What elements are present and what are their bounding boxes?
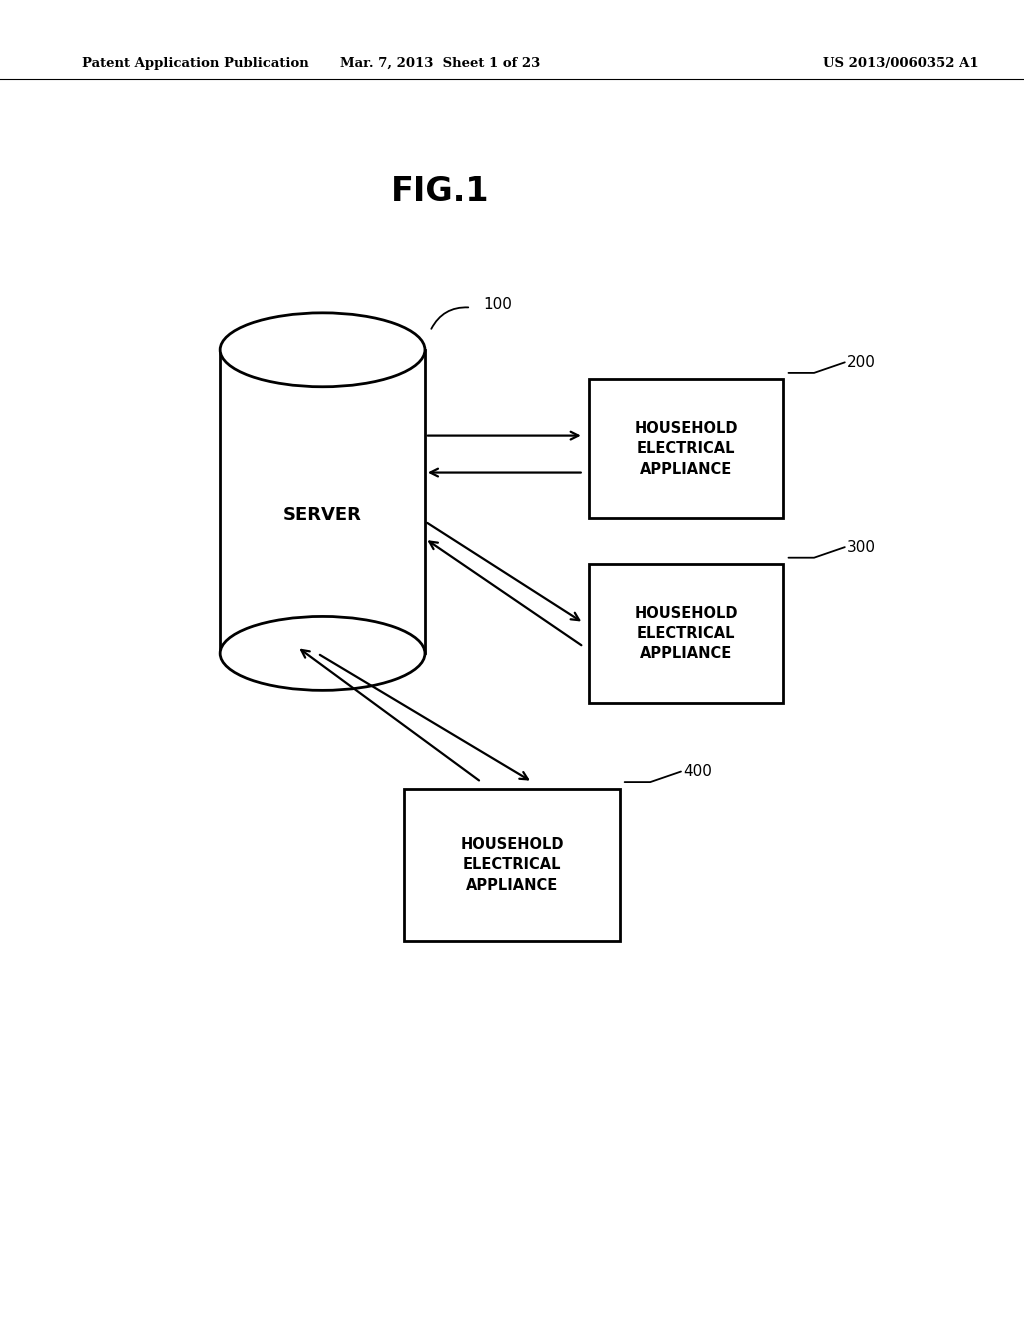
- Bar: [404, 789, 620, 940]
- Text: Patent Application Publication: Patent Application Publication: [82, 57, 308, 70]
- Bar: [589, 565, 783, 702]
- Text: HOUSEHOLD
ELECTRICAL
APPLIANCE: HOUSEHOLD ELECTRICAL APPLIANCE: [460, 837, 564, 892]
- Text: Mar. 7, 2013  Sheet 1 of 23: Mar. 7, 2013 Sheet 1 of 23: [340, 57, 541, 70]
- Text: FIG.1: FIG.1: [391, 176, 489, 209]
- Text: SERVER: SERVER: [283, 506, 362, 524]
- Text: 400: 400: [683, 764, 712, 779]
- Text: 100: 100: [483, 297, 512, 313]
- Text: US 2013/0060352 A1: US 2013/0060352 A1: [823, 57, 979, 70]
- Text: 200: 200: [847, 355, 876, 370]
- Ellipse shape: [220, 313, 425, 387]
- Text: 300: 300: [847, 540, 876, 554]
- Bar: [589, 380, 783, 517]
- Text: HOUSEHOLD
ELECTRICAL
APPLIANCE: HOUSEHOLD ELECTRICAL APPLIANCE: [634, 421, 738, 477]
- Ellipse shape: [220, 616, 425, 690]
- Text: HOUSEHOLD
ELECTRICAL
APPLIANCE: HOUSEHOLD ELECTRICAL APPLIANCE: [634, 606, 738, 661]
- Bar: [220, 350, 425, 653]
